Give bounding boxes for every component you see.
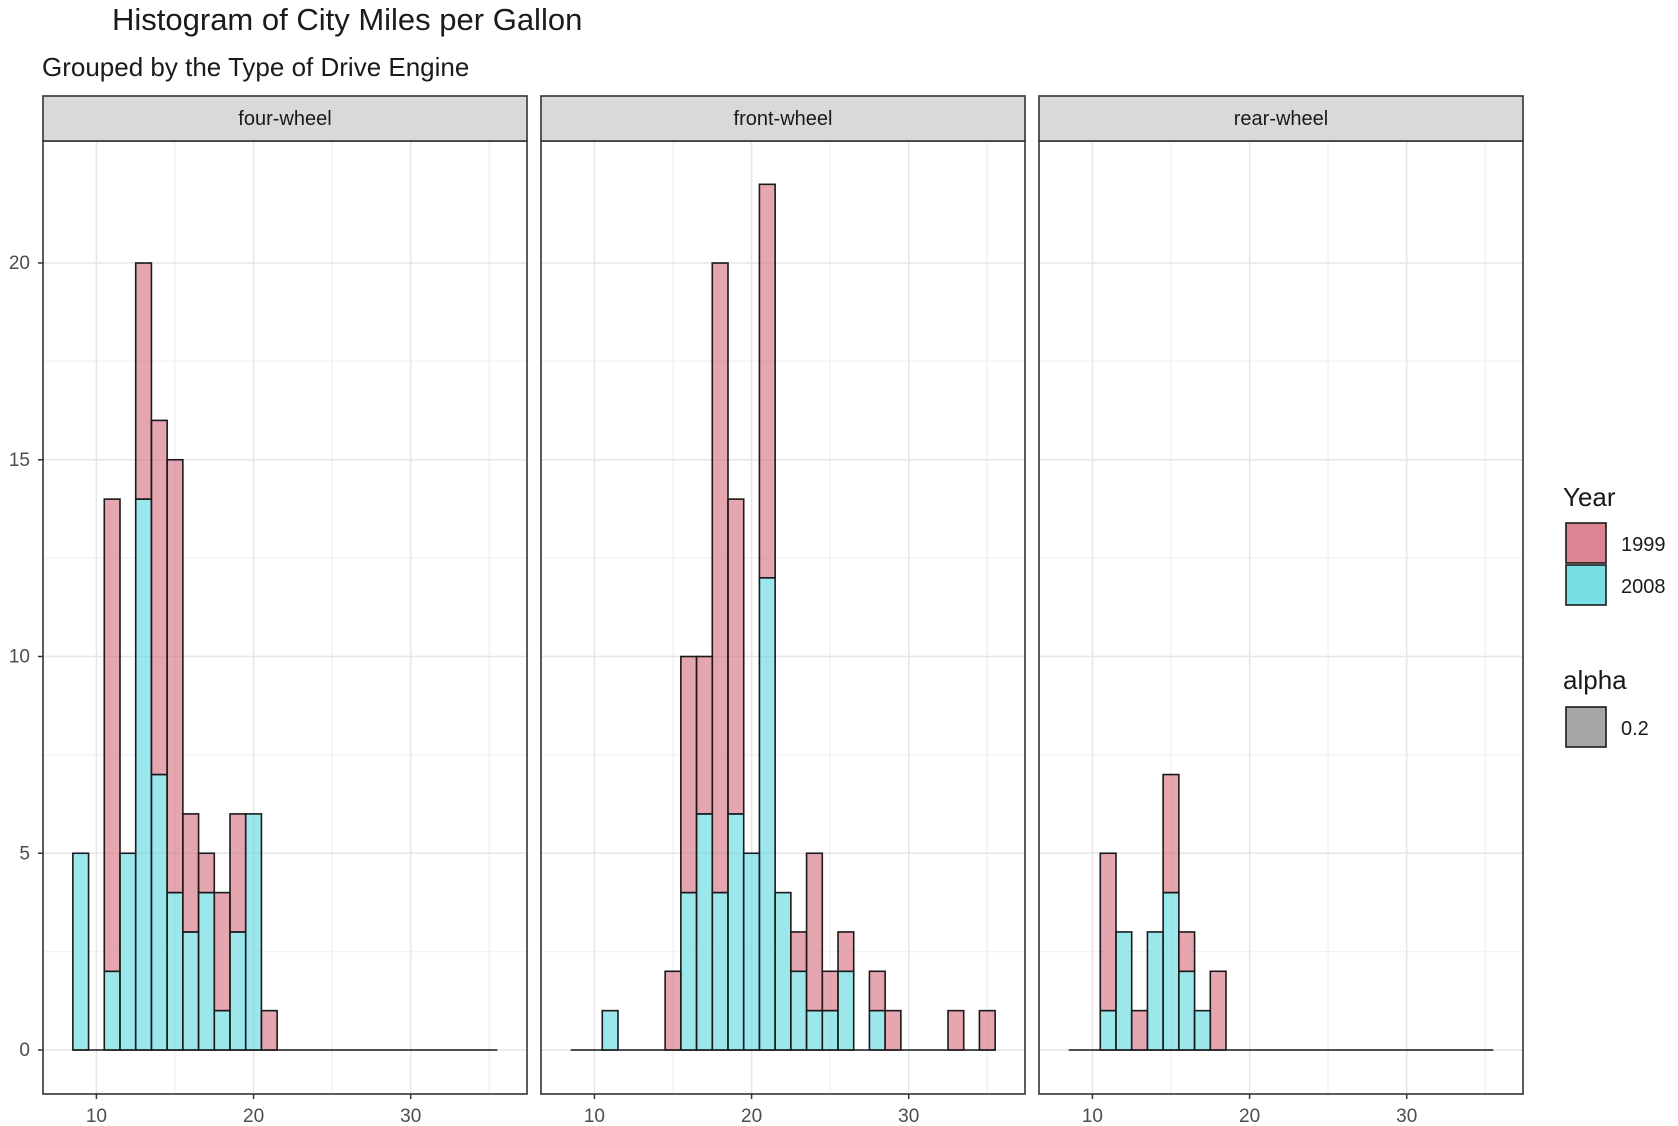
bar-2008 (1193, 1009, 1212, 1051)
legend-title: alpha (1563, 665, 1627, 695)
facet-strip-label: front-wheel (734, 108, 833, 130)
bar-1999 (978, 1009, 996, 1051)
bar-1999 (1099, 852, 1117, 1012)
bar-1999 (182, 813, 200, 933)
bar-2008 (213, 1009, 231, 1051)
bar-2008 (1162, 891, 1180, 1051)
bar-1999 (790, 931, 808, 973)
bar-2008 (1146, 931, 1164, 1051)
legend-label: 1999 (1621, 534, 1666, 556)
bar-2008 (229, 931, 247, 1051)
facet-strip (42, 95, 528, 142)
x-tick-label: 20 (1239, 1106, 1260, 1126)
x-tick-label: 10 (86, 1106, 107, 1126)
x-tick-label: 30 (400, 1106, 421, 1126)
bar-2008 (166, 891, 184, 1051)
bar-2008 (103, 970, 121, 1051)
bar-1999 (134, 262, 153, 500)
bar-2008 (711, 891, 729, 1051)
bar-1999 (197, 852, 216, 894)
y-tick-label: 5 (19, 843, 30, 864)
bar-1999 (260, 1009, 278, 1051)
bar-2008 (182, 931, 200, 1051)
bar-2008 (727, 813, 745, 1051)
bar-1999 (868, 970, 886, 1012)
bar-1999 (103, 498, 121, 973)
legend-label: 2008 (1621, 576, 1666, 598)
x-tick-label: 20 (243, 1106, 264, 1126)
bar-1999 (695, 655, 714, 815)
legend-title: Year (1563, 482, 1616, 512)
bar-2008 (868, 1009, 886, 1051)
legend-label: 0.2 (1621, 718, 1649, 740)
bar-2008 (119, 852, 137, 1051)
legend-key (1565, 706, 1607, 748)
y-tick-label: 0 (19, 1040, 30, 1061)
bar-2008 (805, 1009, 824, 1051)
bar-2008 (790, 970, 808, 1051)
y-tick-label: 15 (9, 450, 30, 471)
bar-1999 (166, 458, 184, 894)
bar-2008 (197, 891, 216, 1051)
bar-1999 (727, 498, 745, 815)
facet-strip-label: four-wheel (238, 108, 331, 130)
bar-1999 (821, 970, 839, 1012)
bar-2008 (601, 1009, 619, 1051)
bar-1999 (837, 931, 855, 973)
legend-key (1565, 522, 1607, 564)
bar-2008 (758, 576, 776, 1051)
x-tick-label: 10 (1082, 1106, 1103, 1126)
bar-2008 (837, 970, 855, 1051)
bar-1999 (947, 1009, 965, 1051)
bar-1999 (1209, 970, 1227, 1051)
bar-2008 (1099, 1009, 1117, 1051)
chart-title: Histogram of City Miles per Gallon (112, 2, 583, 37)
bar-2008 (150, 773, 168, 1051)
facet-strip (540, 95, 1026, 142)
y-tick-label: 10 (9, 647, 30, 668)
bar-1999 (664, 970, 682, 1051)
bar-2008 (1178, 970, 1196, 1051)
bar-1999 (213, 891, 231, 1012)
bar-2008 (695, 813, 714, 1051)
bar-2008 (821, 1009, 839, 1051)
bar-1999 (1130, 1009, 1149, 1051)
x-tick-label: 30 (1396, 1106, 1417, 1126)
y-tick-label: 20 (9, 253, 30, 274)
bar-1999 (150, 419, 168, 776)
bar-2008 (774, 891, 792, 1051)
bar-1999 (711, 262, 729, 894)
bar-1999 (1162, 773, 1180, 894)
bar-2008 (1115, 931, 1133, 1051)
facet-strip-label: rear-wheel (1234, 108, 1328, 130)
bar-2008 (244, 813, 263, 1051)
bar-1999 (805, 852, 824, 1012)
bar-1999 (229, 813, 247, 933)
facet-strip (1038, 95, 1524, 142)
bar-1999 (1178, 931, 1196, 973)
x-tick-label: 30 (898, 1106, 919, 1126)
x-tick-label: 20 (741, 1106, 762, 1126)
bar-1999 (884, 1009, 902, 1051)
bar-1999 (758, 183, 776, 579)
legend-key (1565, 564, 1607, 606)
bar-1999 (680, 655, 698, 894)
bar-2008 (72, 852, 90, 1051)
x-tick-label: 10 (584, 1106, 605, 1126)
bar-2008 (742, 852, 761, 1051)
chart-subtitle: Grouped by the Type of Drive Engine (42, 52, 470, 82)
bar-2008 (680, 891, 698, 1051)
bar-2008 (134, 498, 153, 1051)
